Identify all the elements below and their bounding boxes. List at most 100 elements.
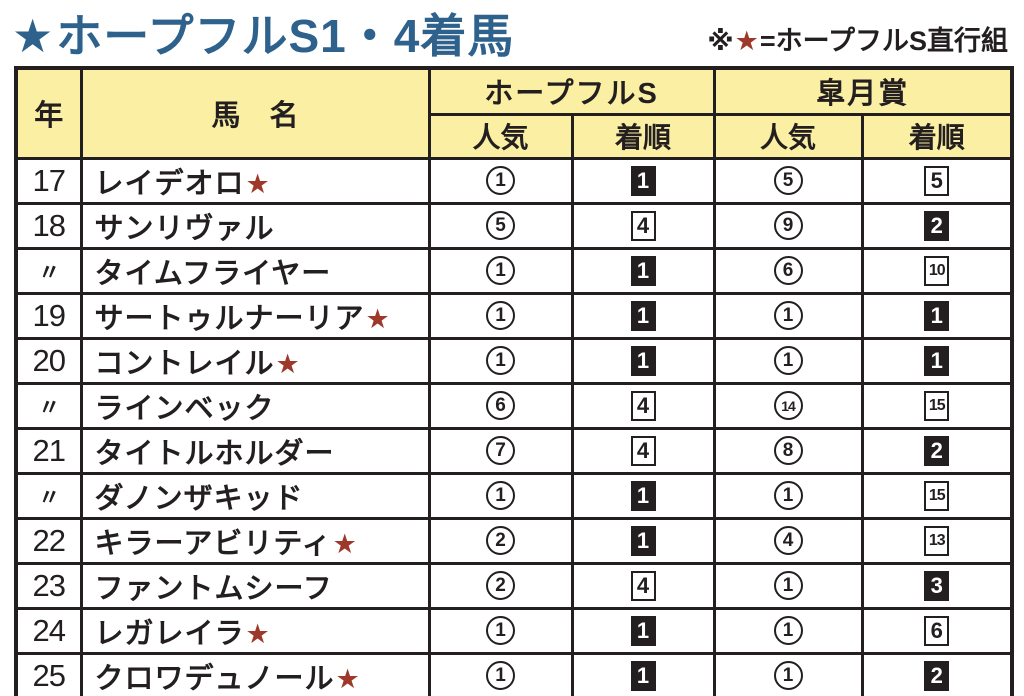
col-header-hopeful-finish: 着順 — [570, 112, 716, 160]
table-row: 〃 ダノンザキッド 1 1 1 15 — [14, 471, 1014, 520]
hopeful-finish-cell: 4 — [570, 561, 716, 610]
hopeful-popularity-cell: 1 — [427, 471, 574, 520]
hopeful-finish-cell: 1 — [570, 156, 716, 205]
table-row: 〃 タイムフライヤー 1 1 6 10 — [14, 246, 1014, 295]
direct-entry-star-icon: ★ — [245, 168, 271, 199]
direct-entry-star-icon: ★ — [335, 663, 361, 694]
horse-name: ラインベック — [94, 392, 275, 425]
hopeful-popularity-badge: 1 — [486, 616, 515, 645]
satsuki-finish-cell: 2 — [860, 651, 1014, 696]
results-table: 年 馬 名 ホープフルS 皐月賞 人気 着順 人気 着順 17 レイデオロ★ 1… — [14, 66, 1015, 696]
col-header-hopeful-popularity: 人気 — [427, 112, 574, 160]
satsuki-popularity-cell: 5 — [712, 156, 864, 205]
col-header-satsuki-popularity: 人気 — [712, 112, 864, 160]
satsuki-finish-badge: 15 — [924, 390, 950, 421]
satsuki-popularity-cell: 14 — [712, 381, 864, 430]
table-row: 〃 ラインベック 6 4 14 15 — [14, 381, 1014, 430]
horse-name-cell: コントレイル★ — [79, 336, 431, 385]
hopeful-finish-badge: 1 — [630, 345, 656, 376]
hopeful-finish-cell: 4 — [570, 201, 716, 250]
page-title: ★ホープフルS1・4着馬 — [12, 11, 514, 62]
satsuki-finish-cell: 3 — [860, 561, 1014, 610]
page-header: ★ホープフルS1・4着馬 ※★=ホープフルS直行組 — [0, 0, 1024, 62]
note-prefix: ※ — [707, 26, 734, 56]
page-title-text: ホープフルS1・4着馬 — [56, 10, 515, 63]
horse-name: ファントムシーフ — [94, 572, 333, 605]
satsuki-popularity-cell: 1 — [712, 336, 864, 385]
hopeful-finish-cell: 1 — [570, 246, 716, 295]
year-cell: 〃 — [14, 471, 83, 520]
hopeful-finish-badge: 4 — [630, 390, 656, 421]
hopeful-popularity-cell: 1 — [427, 606, 574, 655]
horse-name: レイデオロ★ — [94, 167, 271, 200]
hopeful-finish-cell: 1 — [570, 651, 716, 696]
col-header-satsuki-finish: 着順 — [860, 112, 1014, 160]
hopeful-popularity-badge: 6 — [486, 391, 515, 420]
hopeful-finish-badge: 1 — [630, 660, 656, 691]
hopeful-popularity-badge: 1 — [486, 166, 515, 195]
horse-name: ダノンザキッド — [94, 482, 304, 515]
year-cell: 17 — [14, 156, 83, 205]
table-row: 25 クロワデュノール★ 1 1 1 2 — [14, 651, 1014, 696]
horse-name-cell: ラインベック — [79, 381, 431, 430]
hopeful-popularity-cell: 1 — [427, 246, 574, 295]
hopeful-popularity-cell: 7 — [427, 426, 574, 475]
hopeful-finish-badge: 1 — [630, 255, 656, 286]
satsuki-popularity-cell: 1 — [712, 561, 864, 610]
hopeful-finish-badge: 4 — [630, 210, 656, 241]
col-header-horse: 馬 名 — [79, 66, 431, 160]
col-header-satsuki-sho: 皐月賞 — [712, 66, 1014, 116]
satsuki-finish-badge: 2 — [924, 210, 950, 241]
satsuki-popularity-badge: 6 — [773, 256, 803, 285]
satsuki-finish-cell: 13 — [860, 516, 1014, 565]
hopeful-popularity-cell: 1 — [427, 651, 574, 696]
year-cell: 19 — [14, 291, 83, 340]
year-cell: 23 — [14, 561, 83, 610]
horse-name-cell: タイトルホルダー — [79, 426, 431, 475]
hopeful-finish-badge: 4 — [630, 570, 656, 601]
table-row: 20 コントレイル★ 1 1 1 1 — [14, 336, 1014, 385]
hopeful-finish-cell: 1 — [570, 471, 716, 520]
satsuki-popularity-cell: 1 — [712, 651, 864, 696]
satsuki-popularity-badge: 14 — [773, 391, 803, 420]
note-star-icon: ★ — [734, 26, 759, 56]
horse-name-cell: レイデオロ★ — [79, 156, 431, 205]
hopeful-finish-badge: 1 — [630, 525, 656, 556]
horse-name: レガレイラ★ — [94, 617, 271, 650]
direct-entry-star-icon: ★ — [365, 303, 391, 334]
year-cell: 20 — [14, 336, 83, 385]
satsuki-popularity-badge: 1 — [773, 481, 803, 510]
satsuki-finish-badge: 5 — [924, 165, 950, 196]
table-row: 19 サートゥルナーリア★ 1 1 1 1 — [14, 291, 1014, 340]
direct-entry-star-icon: ★ — [275, 348, 301, 379]
satsuki-popularity-badge: 1 — [773, 616, 803, 645]
satsuki-popularity-badge: 5 — [773, 166, 803, 195]
horse-name-cell: サンリヴァル — [79, 201, 431, 250]
hopeful-popularity-cell: 2 — [427, 516, 574, 565]
hopeful-popularity-badge: 1 — [486, 256, 515, 285]
satsuki-popularity-cell: 8 — [712, 426, 864, 475]
legend-note: ※★=ホープフルS直行組 — [707, 19, 1008, 62]
hopeful-popularity-badge: 7 — [486, 436, 515, 465]
year-cell: 18 — [14, 201, 83, 250]
title-star-icon: ★ — [12, 10, 55, 63]
hopeful-finish-cell: 4 — [570, 426, 716, 475]
satsuki-finish-badge: 6 — [924, 615, 950, 646]
hopeful-finish-cell: 1 — [570, 336, 716, 385]
hopeful-popularity-badge: 2 — [486, 571, 515, 600]
satsuki-popularity-badge: 8 — [773, 436, 803, 465]
hopeful-popularity-badge: 2 — [486, 526, 515, 555]
horse-name: キラーアビリティ★ — [94, 527, 358, 560]
horse-name: クロワデュノール★ — [94, 662, 361, 695]
hopeful-finish-cell: 1 — [570, 516, 716, 565]
table-row: 21 タイトルホルダー 7 4 8 2 — [14, 426, 1014, 475]
year-cell: 〃 — [14, 246, 83, 295]
horse-name-cell: ファントムシーフ — [79, 561, 431, 610]
hopeful-finish-badge: 1 — [630, 165, 656, 196]
note-text: =ホープフルS直行組 — [759, 26, 1008, 56]
satsuki-finish-cell: 1 — [860, 291, 1014, 340]
hopeful-popularity-badge: 1 — [486, 301, 515, 330]
horse-name: サンリヴァル — [94, 212, 275, 245]
satsuki-finish-cell: 2 — [860, 426, 1014, 475]
satsuki-popularity-cell: 6 — [712, 246, 864, 295]
